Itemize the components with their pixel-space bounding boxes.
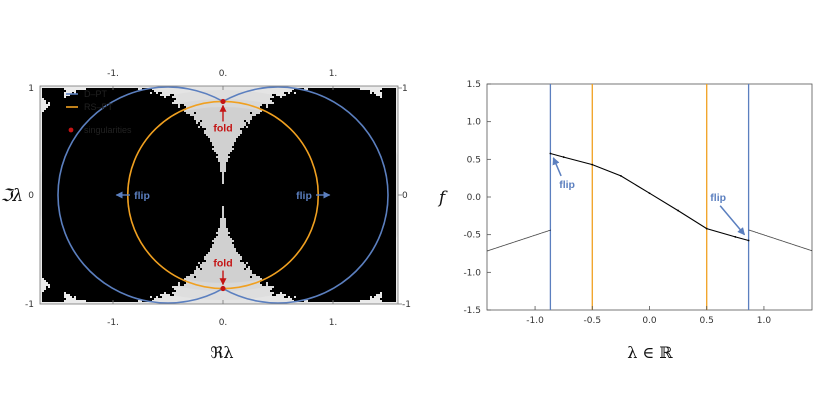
y-tick-label-left: 0 — [28, 191, 34, 201]
plot-frame — [486, 83, 813, 311]
x-tick-label: -0.5 — [584, 316, 602, 326]
legend: D–PT RS–PT singularities — [66, 89, 132, 135]
x-tick-label-top: -1. — [107, 69, 119, 79]
fold-label: fold — [213, 258, 232, 270]
y-tick-label: 0.5 — [467, 155, 481, 165]
y-tick-label: 1.0 — [467, 118, 482, 128]
data-point — [747, 239, 750, 242]
singularity-point — [220, 285, 226, 292]
data-point — [562, 156, 565, 158]
x-tick-label-bottom: -1. — [107, 318, 119, 328]
y-tick-label: -0.5 — [463, 231, 481, 241]
data-point — [677, 209, 680, 212]
y-tick-label-left: 1 — [28, 84, 34, 94]
data-point — [549, 152, 552, 155]
singularity-point — [220, 98, 226, 105]
x-tick-label: 1.0 — [757, 316, 772, 326]
x-tick-label-bottom: 0. — [219, 318, 228, 328]
flip-label: flip — [559, 179, 575, 191]
flip-arrow — [552, 157, 562, 177]
vertical-lines — [549, 84, 750, 310]
y-tick-label: 1.5 — [467, 80, 481, 90]
x-tick-label: -1.0 — [526, 316, 544, 326]
data-point — [619, 175, 622, 177]
fixed-point-curve — [549, 152, 750, 242]
legend-label: D–PT — [84, 89, 108, 99]
x-axis-label: ℜλ — [210, 343, 233, 362]
mandelbrot-set — [42, 88, 396, 302]
flip-arrow — [719, 205, 746, 236]
right-panel-bifurcation: flip flip -1.0 -0.5 0.0 0.5 1.0 -1.5 -1.0 -0.5 0.… — [437, 80, 813, 362]
data-point — [591, 163, 594, 166]
mandelbrot-interior — [42, 88, 396, 302]
y-tick-label-right: 1 — [402, 84, 408, 94]
x-tick-label-top: 1. — [329, 69, 338, 79]
flip-label: flip — [710, 192, 726, 204]
fold-label: fold — [213, 122, 232, 134]
flip-label: flip — [134, 190, 150, 202]
x-tick-label-bottom: 1. — [329, 318, 338, 328]
legend-label: singularities — [84, 125, 132, 135]
x-tick-label-top: 0. — [219, 69, 228, 79]
left-axes: -1. -1. 0. 0. 1. 1. -1 -1 0 0 1 1 ℑλ ℜλ — [1, 69, 411, 362]
annotations: flip flip — [552, 157, 746, 236]
y-tick-label: -1.0 — [463, 268, 481, 278]
x-tick-label: 0.0 — [642, 316, 657, 326]
legend-swatch — [68, 127, 74, 133]
y-tick-label-right: -1 — [402, 300, 411, 310]
data-point — [734, 236, 737, 238]
y-tick-label-right: 0 — [402, 191, 408, 201]
y-tick-label: -1.5 — [463, 306, 481, 316]
flip-label: flip — [296, 190, 312, 202]
right-axes: -1.0 -0.5 0.0 0.5 1.0 -1.5 -1.0 -0.5 0.0 0.5 1.0 1.… — [437, 80, 772, 362]
y-axis-label: ℑλ — [1, 186, 24, 206]
x-axis-label: λ ∈ ℝ — [627, 343, 673, 362]
data-point — [648, 192, 651, 195]
data-point — [705, 227, 708, 230]
y-tick-label: 0.0 — [467, 193, 482, 203]
x-tick-label: 0.5 — [700, 316, 714, 326]
y-tick-label-left: -1 — [25, 300, 34, 310]
y-axis-label: f — [437, 188, 448, 208]
legend-label: RS–PT — [84, 102, 114, 112]
